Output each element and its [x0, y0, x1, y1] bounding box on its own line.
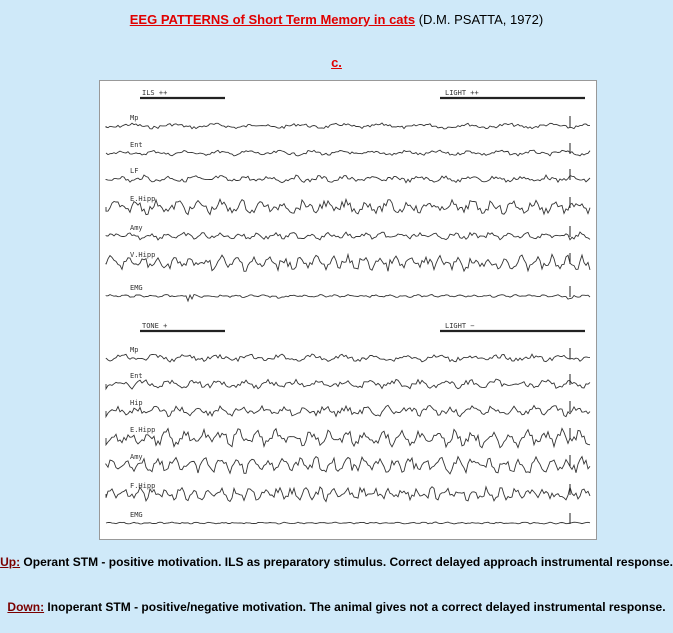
caption-down: Down: Inoperant STM - positive/negative … — [0, 599, 673, 615]
bottom-ch-1-trace — [105, 378, 591, 391]
top-ch-5-trace — [105, 252, 591, 273]
bottom-ch-6-trace — [105, 521, 591, 525]
top-ch-4-trace — [105, 231, 591, 241]
panel-label: c. — [331, 55, 342, 70]
top-stim-right-label: LIGHT ++ — [445, 89, 479, 97]
bottom-stim-right-label: LIGHT − — [445, 322, 475, 330]
caption-down-label: Down: — [7, 600, 45, 614]
top-ch-2-trace — [105, 174, 591, 184]
top-ch-1-label: Ent — [130, 141, 143, 149]
bottom-ch-1-label: Ent — [130, 372, 143, 380]
top-ch-0-label: Mp — [130, 114, 138, 122]
top-ch-5-label: V.Hipp — [130, 251, 155, 259]
title-main: EEG PATTERNS of Short Term Memory in cat… — [129, 12, 416, 27]
caption-up-text: Operant STM - positive motivation. ILS a… — [23, 555, 673, 569]
bottom-ch-0-trace — [105, 353, 591, 363]
caption-down-text: Inoperant STM - positive/negative motiva… — [47, 600, 666, 614]
top-ch-6-trace — [105, 293, 591, 303]
top-ch-6-label: EMG — [130, 284, 143, 292]
top-ch-1-trace — [105, 149, 591, 157]
bottom-ch-2-label: Hip — [130, 399, 143, 407]
eeg-figure: ILS ++ LIGHT ++ TONE + LIGHT − Mp Ent LF E.Hip… — [99, 80, 597, 540]
caption-up-label: Up: — [0, 555, 21, 569]
bottom-ch-3-label: E.Hipp — [130, 426, 155, 434]
top-ch-3-label: E.Hipp — [130, 195, 155, 203]
bottom-ch-5-label: F.Hipp — [130, 482, 155, 490]
eeg-traces: ILS ++ LIGHT ++ TONE + LIGHT − Mp Ent LF E.Hip… — [105, 89, 591, 525]
top-stim-left-label: ILS ++ — [142, 89, 167, 97]
bottom-stim-left-label: TONE + — [142, 322, 167, 330]
bottom-ch-6-label: EMG — [130, 511, 143, 519]
bottom-ch-3-trace — [105, 427, 591, 449]
caption-up: Up: Operant STM - positive motivation. I… — [0, 554, 673, 570]
top-ch-3-trace — [105, 197, 591, 216]
figure-title: EEG PATTERNS of Short Term Memory in cat… — [0, 12, 673, 27]
top-ch-2-label: LF — [130, 167, 138, 175]
top-ch-4-label: Amy — [130, 224, 143, 232]
bottom-ch-2-trace — [105, 404, 591, 419]
bottom-ch-5-trace — [105, 485, 591, 503]
bottom-ch-4-label: Amy — [130, 453, 143, 461]
title-author: (D.M. PSATTA, 1972) — [418, 12, 544, 27]
bottom-ch-4-trace — [105, 455, 591, 475]
bottom-ch-0-label: Mp — [130, 346, 138, 354]
top-ch-0-trace — [105, 122, 591, 130]
